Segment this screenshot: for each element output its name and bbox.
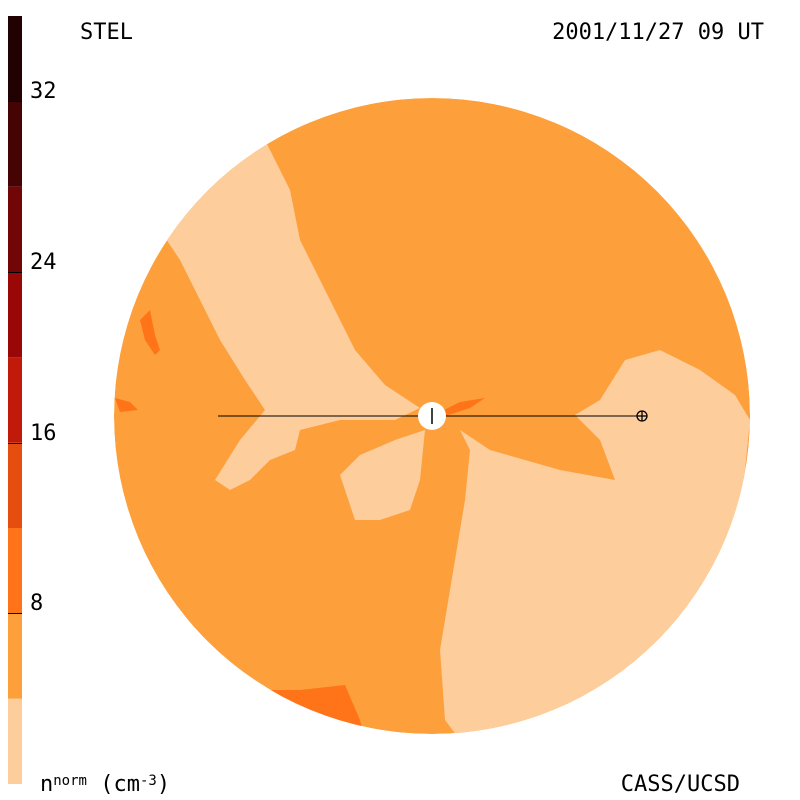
low-density-region-south: [340, 430, 425, 520]
unit-superscript: norm: [53, 773, 87, 789]
colorbar-band-7: [8, 101, 22, 187]
colorbar-band-1: [8, 613, 22, 699]
colorbar-tick: [8, 101, 22, 103]
earth-icon: [636, 410, 648, 422]
high-density-patch-south-west: [250, 685, 365, 734]
colorbar-band-5: [8, 272, 22, 358]
high-density-patch-center: [440, 398, 485, 416]
unit-exponent: -3: [139, 773, 157, 789]
high-density-patch-west: [140, 310, 160, 355]
colorbar-tick-label: 24: [30, 250, 57, 275]
unit-prefix: n: [40, 772, 54, 797]
colorbar-band-0: [8, 698, 22, 784]
low-density-patch-south-east: [648, 580, 678, 610]
low-density-region-north-west: [160, 140, 420, 490]
colorbar-tick-label: 16: [30, 420, 57, 446]
station-label: STEL: [80, 20, 133, 45]
colorbar-band-4: [8, 357, 22, 443]
colorbar-tick: [8, 442, 22, 444]
high-density-patch-far-west: [115, 398, 138, 412]
credit-label: CASS/UCSD: [620, 772, 740, 797]
colorbar-band-2: [8, 528, 22, 614]
colorbar-band-8: [8, 16, 22, 102]
colorbar-tick: [8, 613, 22, 615]
colorbar-tick-label: 8: [30, 591, 44, 617]
unit-close: ): [156, 772, 171, 797]
colorbar-tick-label: 32: [30, 79, 57, 105]
unit-suffix: (cm: [86, 772, 140, 797]
colorbar-band-6: [8, 186, 22, 272]
datetime-label: 2001/11/27 09 UT: [552, 20, 764, 45]
colorbar-tick: [8, 272, 22, 273]
colorbar: [8, 16, 22, 784]
colorbar-unit-label: nnorm (cm-3): [40, 772, 171, 797]
colorbar-band-3: [8, 442, 22, 528]
